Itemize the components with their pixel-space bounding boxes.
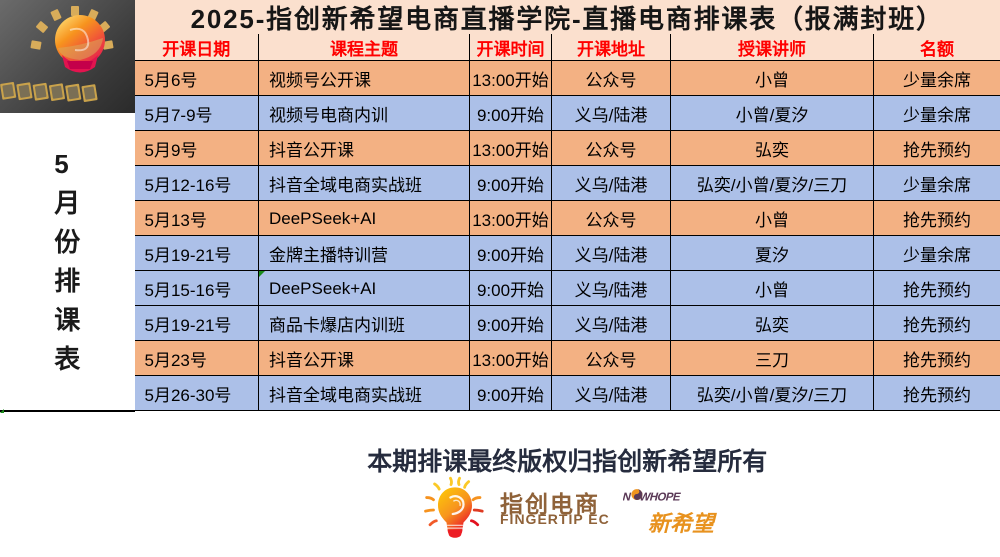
- svg-text:N: N: [623, 492, 632, 504]
- svg-text:WHOPE: WHOPE: [638, 492, 682, 504]
